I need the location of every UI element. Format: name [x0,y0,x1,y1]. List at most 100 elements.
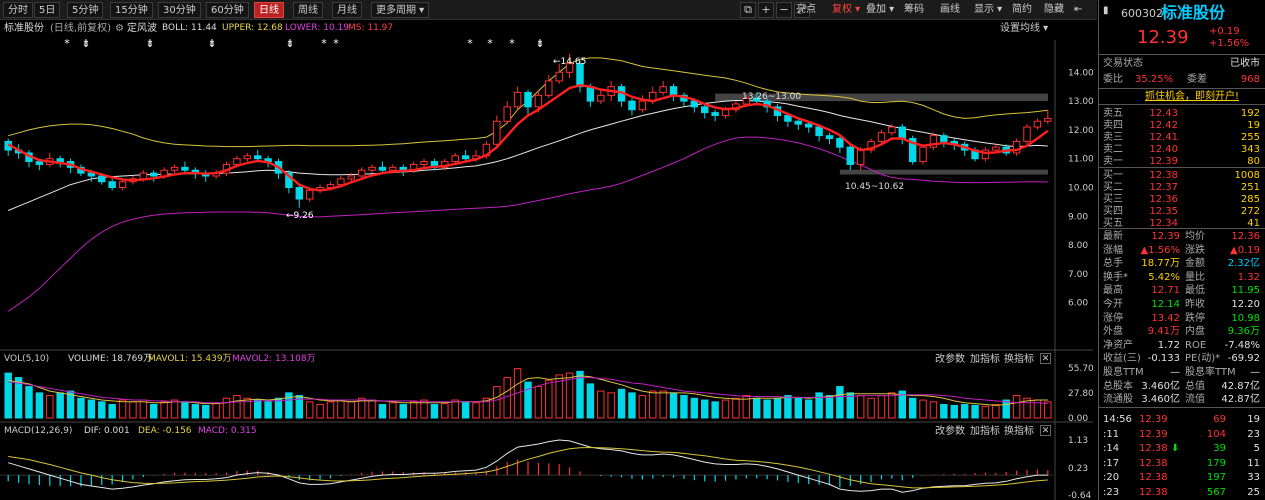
bid-label: 买一 [1103,170,1123,181]
tool-1[interactable]: 复权 ▾ [832,4,861,15]
stat-label: 总值 [1185,380,1205,392]
candle [940,135,948,142]
ask-label: 卖一 [1103,156,1123,167]
candle [752,97,761,102]
period-tab-7[interactable]: 周线 [293,2,323,18]
candle [534,94,543,108]
candle [721,109,730,116]
period-tab-0[interactable]: 分时 [3,2,33,18]
promo-link[interactable]: 抓住机会，即刻开户! [1145,91,1240,102]
period-tab-5[interactable]: 60分钟 [206,2,249,18]
macd-add-indicator-button[interactable]: 加指标 [970,426,1000,437]
minus-icon[interactable]: − [776,2,792,18]
volume-bar [950,404,958,419]
tick-time: :20 [1103,472,1120,483]
stat-label: 总股本 [1103,380,1133,392]
stat-value: 1.32 [1237,271,1260,283]
copy-icon[interactable]: ⧉ [740,2,756,18]
resistance-band [715,93,1048,102]
period-tab-4[interactable]: 30分钟 [158,2,201,18]
volume-bar [825,395,834,419]
vol-edit-params-button[interactable]: 改参数 [935,354,965,365]
stat-value: 12.39 [1151,231,1180,242]
skin-label[interactable]: 定风波 [127,23,157,34]
tool-2[interactable]: 叠加 ▾ [866,4,895,15]
macd-edit-params-button[interactable]: 改参数 [935,426,965,437]
volume-bar [253,399,262,419]
kline-chart[interactable]: 14.00 13.00 12.00 11.00 10.00 9.00 8.00 7.00 6.0… [0,20,1093,500]
candle [503,106,511,122]
tick-time: :23 [1103,486,1120,498]
plus-icon[interactable]: + [758,2,774,18]
tick-row: :23 12.38 567 25 [1099,486,1265,499]
volume-bar [233,395,241,419]
dea-value: DEA: -0.156 [138,426,192,436]
ask-price: 12.40 [1149,144,1178,155]
volume-bar [378,404,387,419]
quote-menu-icon[interactable]: ▮ [1103,5,1109,16]
candle [253,155,262,160]
ma-settings-button[interactable]: 设置均线 ▾ [1000,23,1049,34]
volume-bar [701,399,709,419]
period-tab-9[interactable]: 更多周期 ▾ [371,2,430,18]
candle [305,189,314,200]
candle [794,120,803,125]
candle [233,158,241,165]
gear-icon[interactable]: ⚙ [115,23,124,34]
macd-close-icon[interactable]: ✕ [1040,425,1051,436]
bid-label: 买五 [1103,218,1123,229]
tool-0[interactable]: 亮点 [796,4,816,15]
collapse-icon[interactable]: ⇤ [1074,4,1083,15]
tick-time: 14:56 [1103,414,1132,425]
volume-bar [555,374,563,419]
stat-value: 11.95 [1231,285,1260,297]
tool-6[interactable]: 简约 [1012,4,1032,15]
vol-indicator-name: VOL(5,10) [4,354,50,364]
vol-close-icon[interactable]: ✕ [1040,353,1051,364]
y-axis-label: 6.00 [1068,299,1088,309]
volume-bar [836,386,844,419]
period-tab-8[interactable]: 月线 [332,2,362,18]
fullscreen-icon[interactable]: ⤢ [794,2,810,18]
candle [690,100,699,108]
stat-value: — [1170,367,1180,378]
volume-bar [222,397,231,419]
volume-bar [212,403,220,419]
mavol2-value: MAVOL2: 13.108万 [232,354,316,364]
stat-label: 股息率TTM [1185,367,1236,378]
tool-5[interactable]: 显示 ▾ [974,4,1003,15]
candle [243,155,252,160]
candle [836,138,844,148]
period-tab-6[interactable]: 日线 [254,2,284,18]
vol-add-indicator-button[interactable]: 加指标 [970,354,1000,365]
ask-volume: 255 [1240,132,1260,143]
volume-bar [503,377,511,419]
macd-switch-indicator-button[interactable]: 换指标 [1004,426,1034,437]
tool-4[interactable]: 画线 [940,4,960,15]
wb-label: 委比 [1103,74,1123,85]
vol-switch-indicator-button[interactable]: 换指标 [1004,354,1034,365]
tool-3[interactable]: 筹码 [904,4,924,15]
tool-7[interactable]: 隐藏 [1044,4,1064,15]
arrow-marker: ⇟ [207,37,216,50]
stat-value: 12.14 [1151,299,1180,310]
wc-value: 968 [1240,74,1260,85]
period-tab-1[interactable]: 5日 [34,2,61,18]
volume-bar [846,392,854,419]
volume-bar [1023,397,1031,419]
dif-value: DIF: 0.001 [84,426,130,436]
volume-bar [752,397,761,419]
candle [378,166,387,171]
stat-value: 18.77万 [1141,258,1180,270]
stat-label: 涨跌 [1185,244,1205,256]
stat-row: 今开 12.14 昨收 12.20 [1099,298,1265,311]
arrow-marker: ⇟ [145,37,154,50]
candle [1044,117,1052,122]
candle [898,126,906,140]
candle [56,158,64,163]
period-tab-2[interactable]: 5分钟 [67,2,104,18]
period-tab-3[interactable]: 15分钟 [110,2,153,18]
volume-bar [919,399,927,419]
kline-chart-area[interactable]: 14.00 13.00 12.00 11.00 10.00 9.00 8.00 7.00 6.0… [0,20,1093,500]
candle [638,100,647,111]
